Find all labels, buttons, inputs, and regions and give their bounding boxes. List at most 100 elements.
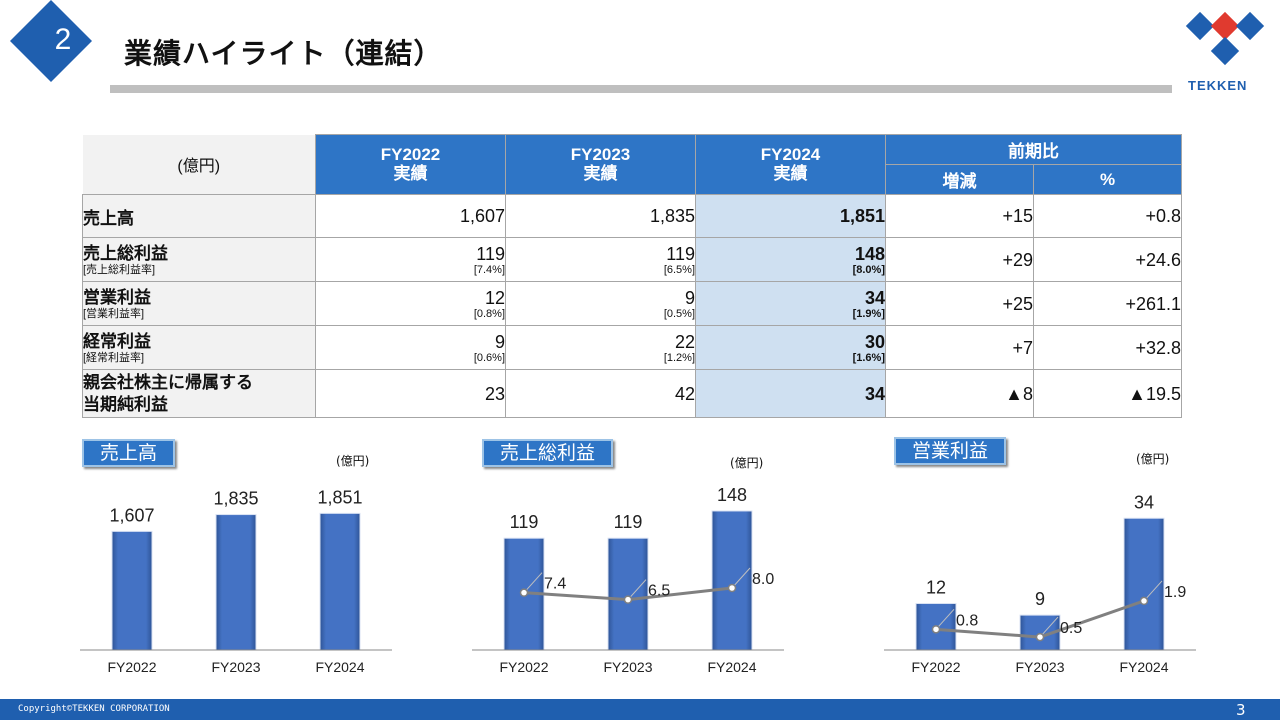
cell-pct: +0.8	[1033, 194, 1182, 238]
chart-title-operating-profit: 営業利益	[894, 437, 1007, 465]
row-label: 売上総利益 [売上総利益率]	[82, 237, 316, 282]
x-tick-label: FY2024	[1119, 659, 1168, 675]
rate-label: 0.5	[1060, 620, 1082, 637]
rate-label: 0.8	[956, 612, 978, 629]
value-main: 22	[674, 331, 695, 352]
value-rate: [1.6%]	[852, 351, 885, 364]
cell-value: 9 [0.5%]	[505, 281, 696, 326]
row-label: 親会社株主に帰属する 当期純利益	[82, 369, 316, 418]
col-header-compare: 前期比	[885, 134, 1182, 165]
logo-diamond-right	[1235, 11, 1265, 41]
cell-diff: +25	[885, 281, 1034, 326]
table-row: 営業利益 [営業利益率] 12 [0.8%] 9 [0.5%] 34 [1.9%] +2…	[82, 281, 1182, 326]
bar-fy2022	[111, 530, 153, 651]
col-header-fy2022: FY2022 実績	[315, 134, 506, 195]
bar-fy2024	[1123, 517, 1165, 651]
x-tick-label: FY2023	[603, 659, 652, 675]
value-rate: [7.4%]	[473, 263, 505, 276]
table-row: 売上高 1,607 1,835 1,851 +15 +0.8	[82, 194, 1182, 238]
value-rate: [8.0%]	[852, 263, 885, 276]
table-row: 経常利益 [経常利益率] 9 [0.6%] 22 [1.2%] 30 [1.6%] +7…	[82, 325, 1182, 370]
chart-title-sales: 売上高	[82, 439, 176, 467]
value-main: 119	[666, 243, 695, 264]
page-number: 3	[1236, 701, 1246, 719]
col-header-fy2023: FY2023 実績	[505, 134, 696, 195]
chart-unit-operating-profit: (億円)	[1136, 452, 1170, 466]
bar-label: 119	[614, 512, 643, 532]
value-main: 148	[854, 243, 885, 264]
bar-label: 12	[926, 578, 946, 598]
cell-pct: +261.1	[1033, 281, 1182, 326]
footer-bar	[0, 699, 1280, 720]
table-unit: (億円)	[82, 134, 316, 195]
cell-diff: +7	[885, 325, 1034, 370]
cell-value: 23	[315, 369, 506, 418]
x-tick-label: FY2023	[1015, 659, 1064, 675]
cell-value: 1,835	[505, 194, 696, 238]
cell-value-highlight: 34 [1.9%]	[695, 281, 886, 326]
bar-label: 1,607	[109, 505, 154, 525]
col-sub: 実績	[773, 164, 808, 183]
cell-value-highlight: 30 [1.6%]	[695, 325, 886, 370]
cell-pct: +24.6	[1033, 237, 1182, 282]
chart-gross-profit: 119 FY2022 119 FY2023 148 FY2024 7.4 6.5 8.0	[472, 485, 784, 675]
section-number: 2	[54, 23, 72, 56]
bar-label: 119	[510, 512, 539, 532]
col-year: FY2024	[760, 145, 821, 164]
cell-value-highlight: 34	[695, 369, 886, 418]
value-rate: [1.2%]	[663, 351, 695, 364]
value-main: 119	[476, 243, 505, 264]
value-rate: [0.8%]	[473, 307, 505, 320]
bar-fy2023	[1019, 614, 1061, 651]
cell-diff: ▲8	[885, 369, 1034, 418]
value-rate: [0.5%]	[663, 307, 695, 320]
rate-label: 7.4	[544, 576, 566, 593]
cell-pct: +32.8	[1033, 325, 1182, 370]
value-main: 34	[864, 287, 885, 308]
row-label-main: 売上総利益	[83, 243, 168, 263]
row-label-main: 売上高	[83, 208, 134, 228]
chart-operating-profit: 12 FY2022 9 FY2023 34 FY2024 0.8 0.5 1.9	[884, 492, 1196, 675]
cell-diff: +15	[885, 194, 1034, 238]
bar-label: 9	[1035, 589, 1045, 609]
rate-leader-line	[731, 567, 751, 589]
row-label-main: 親会社株主に帰属する	[83, 372, 253, 392]
row-label-sub: [営業利益率]	[83, 307, 145, 320]
bar-fy2023	[215, 514, 257, 651]
cell-pct: ▲19.5	[1033, 369, 1182, 418]
rate-leader-line	[627, 579, 647, 600]
bar-label: 34	[1134, 492, 1154, 512]
title-rule	[110, 85, 1172, 93]
cell-value: 9 [0.6%]	[315, 325, 506, 370]
value-main: 30	[864, 331, 885, 352]
chart-unit-gross-profit: (億円)	[730, 456, 764, 470]
chart-unit-sales: (億円)	[336, 454, 370, 468]
cell-value-highlight: 148 [8.0%]	[695, 237, 886, 282]
bar-fy2024	[319, 512, 361, 651]
x-tick-label: FY2023	[211, 659, 260, 675]
rate-point	[519, 588, 529, 597]
row-label-second-line: 当期純利益	[83, 394, 168, 414]
value-rate: [6.5%]	[663, 263, 695, 276]
value-rate: [1.9%]	[852, 307, 885, 320]
x-tick-label: FY2024	[315, 659, 364, 675]
rate-point	[931, 625, 941, 634]
col-header-diff: 増減	[885, 164, 1034, 195]
col-header-fy2024: FY2024 実績	[695, 134, 886, 195]
table-row: 親会社株主に帰属する 当期純利益 23 42 34 ▲8 ▲19.5	[82, 369, 1182, 418]
cell-diff: +29	[885, 237, 1034, 282]
row-label: 経常利益 [経常利益率]	[82, 325, 316, 370]
rate-leader-line	[935, 608, 955, 630]
rate-leader-line	[523, 572, 543, 593]
table-row: 売上総利益 [売上総利益率] 119 [7.4%] 119 [6.5%] 148 [8.…	[82, 237, 1182, 282]
page-title: 業績ハイライト（連結）	[124, 37, 443, 70]
col-header-pct: %	[1033, 164, 1182, 195]
x-tick-label: FY2024	[707, 659, 756, 675]
results-table: (億円) FY2022 実績 FY2023 実績 FY2024 実績 前期比 増…	[82, 134, 1182, 418]
cell-value: 22 [1.2%]	[505, 325, 696, 370]
logo-diamond-bottom	[1210, 36, 1240, 66]
rate-leader-line	[1039, 616, 1059, 638]
rate-label: 1.9	[1164, 584, 1186, 601]
cell-value: 119 [7.4%]	[315, 237, 506, 282]
cell-value: 119 [6.5%]	[505, 237, 696, 282]
